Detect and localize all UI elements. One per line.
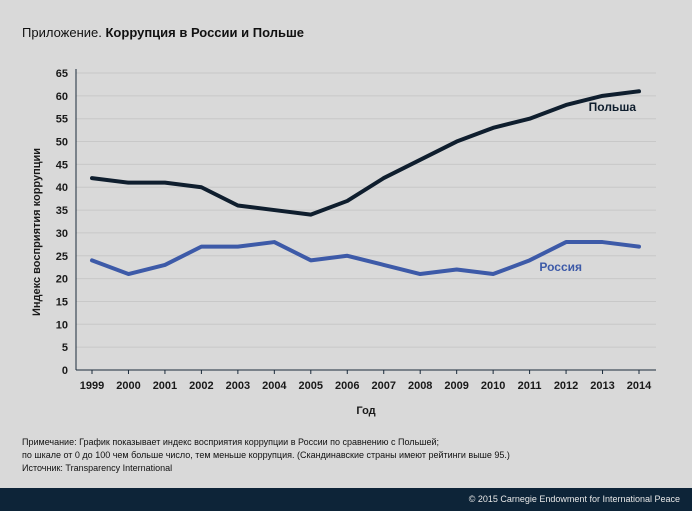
x-tick-label: 2005: [299, 380, 323, 392]
x-tick-label: 2013: [590, 380, 614, 392]
y-tick-label: 50: [56, 137, 68, 149]
title-main: Коррупция в России и Польше: [105, 25, 305, 40]
y-axis-label: Индекс восприятия коррупции: [31, 148, 43, 316]
y-tick-label: 55: [56, 114, 68, 126]
note-line-1: Примечание: График показывает индекс вос…: [22, 437, 440, 447]
x-tick-label: 2001: [153, 380, 177, 392]
legend-label-poland: Польша: [589, 100, 637, 114]
y-tick-label: 40: [56, 182, 68, 194]
y-tick-label: 0: [62, 365, 68, 377]
y-tick-label: 60: [56, 91, 68, 103]
copyright: © 2015 Carnegie Endowment for Internatio…: [468, 494, 680, 504]
chart-notes: Примечание: График показывает индекс вос…: [22, 436, 510, 475]
x-tick-label: 2014: [627, 380, 652, 392]
x-tick-label: 2002: [189, 380, 213, 392]
legend-label-russia: Россия: [539, 260, 582, 274]
y-tick-label: 45: [56, 159, 68, 171]
x-tick-label: 2000: [116, 380, 140, 392]
y-tick-label: 5: [62, 342, 68, 354]
series-line-russia: [90, 240, 641, 277]
note-line-2: по шкале от 0 до 100 чем больше число, т…: [22, 450, 510, 460]
x-tick-label: 2006: [335, 380, 359, 392]
chart-title: Приложение. Коррупция в России и Польше: [22, 25, 304, 40]
x-axis-label: Год: [356, 405, 375, 417]
y-tick-label: 25: [56, 251, 68, 263]
x-tick-label: 2008: [408, 380, 432, 392]
series-line-poland: [90, 89, 641, 217]
y-tick-label: 10: [56, 319, 68, 331]
y-tick-label: 30: [56, 228, 68, 240]
footer-bar: © 2015 Carnegie Endowment for Internatio…: [0, 488, 692, 511]
x-tick-label: 2012: [554, 380, 578, 392]
y-tick-label: 35: [56, 205, 68, 217]
line-chart: 0 5 10 15 20 25 30 35 40 45 50 55 60 65 1999 2000 2001 20…: [31, 68, 656, 417]
y-tick-label: 15: [56, 296, 68, 308]
source-line: Источник: Transparency International: [22, 463, 173, 473]
x-tick-label: 2003: [226, 380, 250, 392]
title-prefix: Приложение.: [22, 25, 102, 40]
y-tick-label: 20: [56, 274, 68, 286]
x-tick-label: 2004: [262, 380, 287, 392]
x-tick-label: 2009: [444, 380, 468, 392]
y-tick-label: 65: [56, 68, 68, 80]
x-tick-label: 1999: [80, 380, 104, 392]
x-tick-label: 2010: [481, 380, 505, 392]
x-tick-label: 2011: [518, 380, 542, 392]
x-tick-label: 2007: [371, 380, 395, 392]
